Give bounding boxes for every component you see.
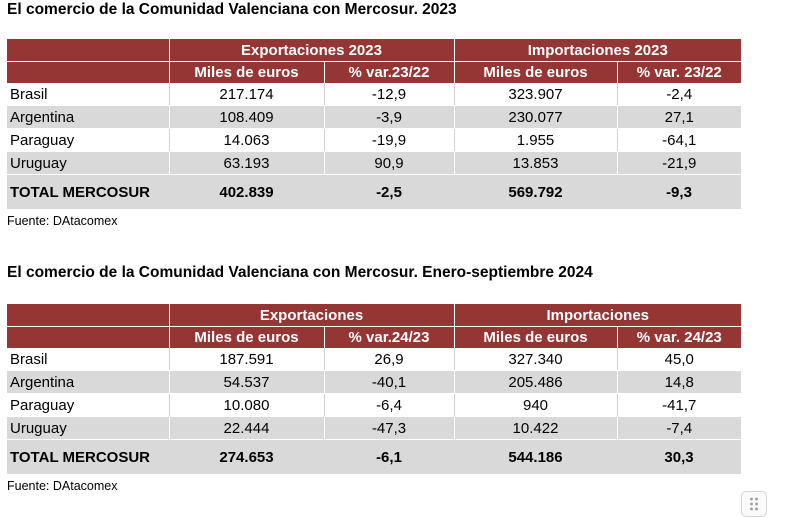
table-row: Argentina 108.409 -3,9 230.077 27,1	[7, 105, 741, 129]
header-blank	[7, 39, 169, 62]
value-cell: -64,1	[616, 128, 741, 152]
col-header: Miles de euros	[168, 61, 324, 83]
value-cell: 14.063	[168, 128, 324, 152]
table-title: El comercio de la Comunidad Valenciana c…	[7, 1, 457, 18]
table-row: Paraguay 14.063 -19,9 1.955 -64,1	[7, 128, 741, 152]
total-label: TOTAL MERCOSUR	[7, 174, 169, 209]
trade-table: Exportaciones Importaciones Miles de eur…	[7, 304, 741, 474]
value-cell: 940	[453, 393, 617, 417]
country-cell: Uruguay	[7, 151, 169, 175]
total-row: TOTAL MERCOSUR 274.653 -6,1 544.186 30,3	[7, 439, 741, 474]
table-row: Argentina 54.537 -40,1 205.486 14,8	[7, 370, 741, 394]
value-cell: 323.907	[453, 83, 617, 106]
col-header: % var. 23/22	[616, 61, 741, 83]
value-cell: -7,4	[616, 416, 741, 440]
table-row: Paraguay 10.080 -6,4 940 -41,7	[7, 393, 741, 417]
value-cell: 217.174	[168, 83, 324, 106]
total-value: 274.653	[169, 439, 324, 474]
value-cell: -3,9	[323, 105, 454, 129]
total-value: -9,3	[617, 174, 741, 209]
value-cell: 10.422	[453, 416, 617, 440]
table-title: El comercio de la Comunidad Valenciana c…	[7, 264, 593, 281]
value-cell: 230.077	[453, 105, 617, 129]
value-cell: 45,0	[616, 348, 741, 371]
value-cell: -2,4	[616, 83, 741, 106]
exports-group-header: Exportaciones	[168, 304, 454, 327]
exports-group-header: Exportaciones 2023	[168, 39, 454, 62]
col-header: % var. 24/23	[616, 326, 741, 348]
source-note: Fuente: DAtacomex	[7, 214, 118, 228]
trade-table: Exportaciones 2023 Importaciones 2023 Mi…	[7, 39, 741, 209]
value-cell: 14,8	[616, 370, 741, 394]
sub-header-row: Miles de euros % var.24/23 Miles de euro…	[7, 326, 741, 348]
value-cell: 90,9	[323, 151, 454, 175]
header-blank	[7, 304, 169, 327]
value-cell: 187.591	[168, 348, 324, 371]
country-cell: Uruguay	[7, 416, 169, 440]
trade-table-2024: El comercio de la Comunidad Valenciana c…	[7, 263, 741, 494]
value-cell: -41,7	[616, 393, 741, 417]
total-value: 569.792	[454, 174, 617, 209]
country-cell: Paraguay	[7, 393, 169, 417]
col-header: Miles de euros	[453, 61, 617, 83]
drag-handle-icon[interactable]	[741, 491, 767, 517]
trade-table-2023: El comercio de la Comunidad Valenciana c…	[7, 0, 741, 229]
value-cell: 22.444	[168, 416, 324, 440]
value-cell: -12,9	[323, 83, 454, 106]
value-cell: -21,9	[616, 151, 741, 175]
value-cell: 10.080	[168, 393, 324, 417]
value-cell: 27,1	[616, 105, 741, 129]
col-header: % var.23/22	[323, 61, 454, 83]
value-cell: 205.486	[453, 370, 617, 394]
col-header: Miles de euros	[453, 326, 617, 348]
header-blank	[7, 326, 169, 348]
country-cell: Argentina	[7, 370, 169, 394]
value-cell: -6,4	[323, 393, 454, 417]
total-value: 544.186	[454, 439, 617, 474]
country-cell: Brasil	[7, 83, 169, 106]
imports-group-header: Importaciones	[453, 304, 741, 327]
grip-dots-icon	[750, 497, 758, 511]
table-row: Uruguay 63.193 90,9 13.853 -21,9	[7, 151, 741, 175]
sub-header-row: Miles de euros % var.23/22 Miles de euro…	[7, 61, 741, 83]
value-cell: 63.193	[168, 151, 324, 175]
total-row: TOTAL MERCOSUR 402.839 -2,5 569.792 -9,3	[7, 174, 741, 209]
col-header: Miles de euros	[168, 326, 324, 348]
country-cell: Brasil	[7, 348, 169, 371]
total-value: -6,1	[324, 439, 454, 474]
country-cell: Argentina	[7, 105, 169, 129]
total-label: TOTAL MERCOSUR	[7, 439, 169, 474]
table-row: Brasil 187.591 26,9 327.340 45,0	[7, 348, 741, 371]
total-value: 402.839	[169, 174, 324, 209]
value-cell: 327.340	[453, 348, 617, 371]
col-header: % var.24/23	[323, 326, 454, 348]
value-cell: -47,3	[323, 416, 454, 440]
total-value: 30,3	[617, 439, 741, 474]
table-row: Brasil 217.174 -12,9 323.907 -2,4	[7, 83, 741, 106]
value-cell: 1.955	[453, 128, 617, 152]
value-cell: 13.853	[453, 151, 617, 175]
imports-group-header: Importaciones 2023	[453, 39, 741, 62]
value-cell: 26,9	[323, 348, 454, 371]
group-header-row: Exportaciones 2023 Importaciones 2023	[7, 39, 741, 62]
source-note: Fuente: DAtacomex	[7, 479, 118, 493]
table-row: Uruguay 22.444 -47,3 10.422 -7,4	[7, 416, 741, 440]
value-cell: -19,9	[323, 128, 454, 152]
value-cell: 54.537	[168, 370, 324, 394]
country-cell: Paraguay	[7, 128, 169, 152]
header-blank	[7, 61, 169, 83]
value-cell: -40,1	[323, 370, 454, 394]
value-cell: 108.409	[168, 105, 324, 129]
group-header-row: Exportaciones Importaciones	[7, 304, 741, 327]
total-value: -2,5	[324, 174, 454, 209]
